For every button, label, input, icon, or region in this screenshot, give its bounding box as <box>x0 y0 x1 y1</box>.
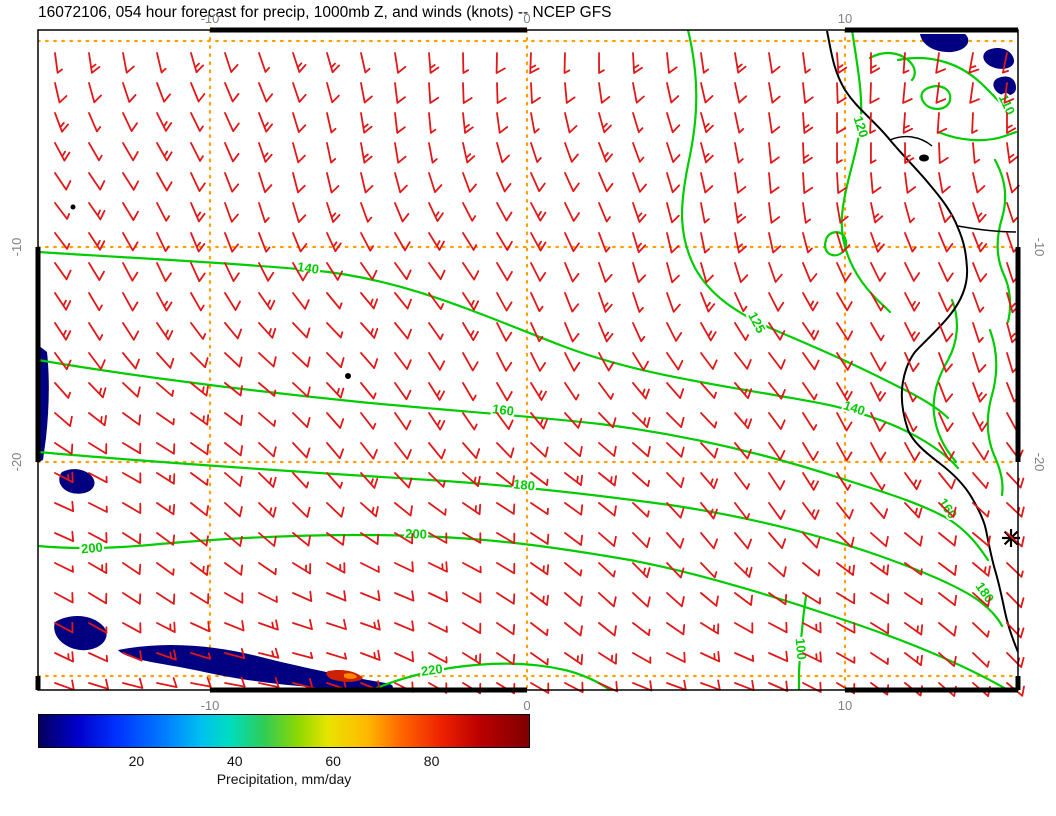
lon-axis-label: -10 <box>201 698 220 713</box>
precip-patch <box>54 615 107 651</box>
height-contour <box>38 533 1010 690</box>
lat-axis-label: -20 <box>1032 453 1047 472</box>
precip-patch <box>920 34 969 53</box>
colorbar-caption: Precipitation, mm/day <box>216 771 352 787</box>
contour-label: 180 <box>973 579 998 605</box>
height-contour <box>896 56 1014 114</box>
wind-barbs-layer <box>54 52 1025 697</box>
colorbar-tick-label: 40 <box>227 753 243 769</box>
contour-label: 125 <box>745 309 768 335</box>
height-contour <box>370 662 612 690</box>
height-contour <box>680 30 950 420</box>
wind-barbs-path <box>54 52 1025 697</box>
marker-ray <box>1003 530 1019 546</box>
precip-patch <box>983 48 1015 69</box>
height-contour <box>986 328 1004 497</box>
land-border-line <box>957 225 1017 233</box>
contour-label: 200 <box>405 526 427 542</box>
height-contour <box>920 85 952 110</box>
lon-axis-label: 0 <box>523 698 530 713</box>
height-contour <box>797 594 808 690</box>
height-contour <box>868 51 916 82</box>
precip-colorbar <box>38 714 530 748</box>
island-dot <box>70 204 76 210</box>
colorbar-tick-labels: 20 40 60 80 <box>38 753 530 769</box>
height-contour <box>840 30 892 314</box>
coastline-layer <box>70 30 1018 653</box>
lat-axis-label: -10 <box>9 238 24 257</box>
height-contour <box>936 130 1018 142</box>
colorbar-tick-label: 80 <box>423 753 440 769</box>
height-contour <box>38 358 990 562</box>
lat-axis-label: -10 <box>1032 238 1047 257</box>
precip-patch <box>118 644 393 690</box>
contour-label: 180 <box>513 476 536 493</box>
colorbar-tick-label: 20 <box>128 753 145 769</box>
precip-patch <box>993 76 1016 96</box>
lon-axis-label: 10 <box>838 11 852 26</box>
contour-label: 140 <box>842 398 867 419</box>
island-dot <box>345 373 351 379</box>
land-spot <box>919 154 929 162</box>
contour-label: 160 <box>491 401 514 419</box>
height-contour <box>932 298 959 464</box>
axis-labels-layer: -10 -10 0 0 10 10 -10 -10 -20 -20 <box>9 11 1047 713</box>
precip-patch-intense <box>344 673 357 679</box>
contour-label: 140 <box>296 259 320 277</box>
chart-title: 16072106, 054 hour forecast for precip, … <box>38 4 612 21</box>
land-border-line <box>889 135 933 147</box>
lat-axis-label: -20 <box>9 453 24 472</box>
lon-axis-label: 0 <box>523 11 530 26</box>
lon-axis-label: 10 <box>838 698 852 713</box>
coastline-path <box>826 30 1018 653</box>
height-contour <box>38 250 960 470</box>
height-contour <box>993 158 1012 324</box>
contour-label: 220 <box>420 661 444 679</box>
colorbar-tick-label: 60 <box>325 753 341 769</box>
contour-label: 160 <box>936 495 961 521</box>
precip-patch <box>38 345 49 462</box>
contour-label: 200 <box>80 540 103 557</box>
contour-label: 100 <box>793 637 810 660</box>
lon-axis-label: -10 <box>201 11 220 26</box>
